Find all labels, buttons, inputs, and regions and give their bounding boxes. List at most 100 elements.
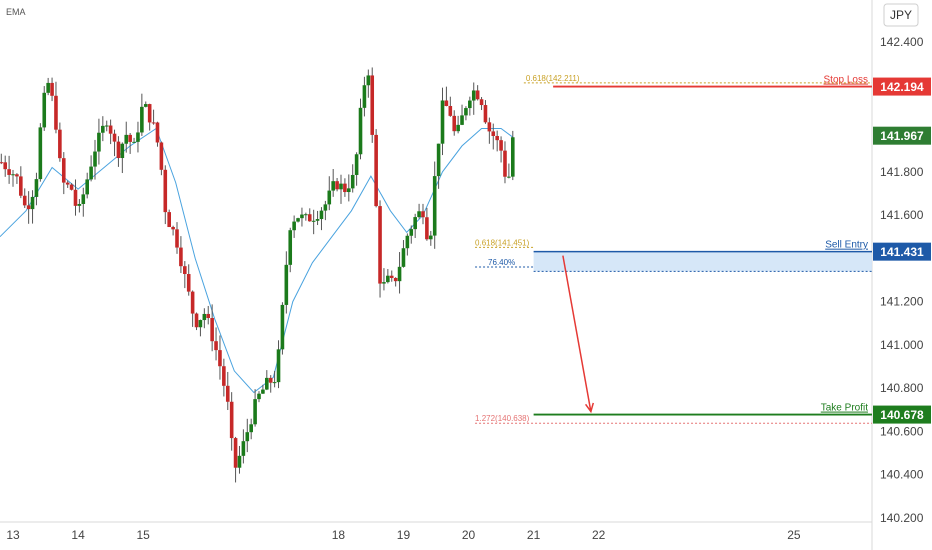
- sell-entry-label: Sell Entry: [825, 240, 868, 251]
- currency-button[interactable]: JPY: [883, 3, 919, 27]
- candle-body: [428, 235, 433, 240]
- candle-body: [354, 154, 359, 175]
- candle-body: [175, 229, 179, 248]
- candle-body: [401, 248, 406, 267]
- candle-body: [61, 158, 66, 183]
- last-price-badge-text: 141.967: [880, 129, 924, 143]
- candle-body: [42, 92, 47, 128]
- candle-body: [112, 133, 117, 142]
- candle-body: [405, 235, 410, 249]
- candle-body: [510, 137, 515, 177]
- candle-body: [116, 141, 121, 159]
- candle-body: [292, 221, 296, 231]
- candle-body: [358, 107, 363, 155]
- candle-body: [241, 441, 246, 456]
- sell-entry-price-badge-text: 141.431: [880, 245, 924, 259]
- candle-body: [421, 211, 425, 218]
- x-tick-label: 20: [462, 528, 476, 542]
- candle-body: [304, 214, 308, 216]
- fib-618-top-label: 0.618(142.211): [526, 74, 580, 83]
- x-tick-label: 18: [332, 528, 346, 542]
- candle-body: [432, 176, 437, 236]
- candle-body: [479, 99, 484, 106]
- candle-body: [77, 203, 82, 206]
- stop-loss-price-badge: [873, 77, 931, 96]
- stop-loss-price-badge-text: 142.194: [880, 80, 924, 94]
- candle-body: [132, 141, 136, 143]
- candle-body: [69, 184, 74, 190]
- trade-arrow-head: [584, 402, 595, 414]
- candle-body: [167, 212, 171, 228]
- indicator-label[interactable]: EMA: [6, 7, 26, 17]
- x-tick-label: 15: [136, 528, 150, 542]
- candle-body: [475, 90, 480, 100]
- y-tick-label: 140.200: [880, 511, 924, 525]
- candle-body: [22, 195, 27, 206]
- candle-body: [300, 214, 304, 219]
- candle-body: [315, 219, 320, 221]
- candle-body: [307, 214, 312, 222]
- candle-body: [483, 105, 488, 123]
- candle-body: [491, 131, 496, 136]
- candle-body: [440, 100, 445, 144]
- candle-body: [81, 194, 86, 204]
- x-tick-label: 13: [6, 528, 20, 542]
- candle-body: [237, 455, 242, 468]
- candle-body: [0, 162, 4, 164]
- candle-body: [206, 313, 211, 319]
- candle-body: [202, 313, 207, 321]
- candle-body: [347, 188, 351, 193]
- candle-body: [245, 432, 250, 442]
- candle-body: [155, 122, 160, 143]
- last-price-badge: [873, 126, 931, 145]
- candle-body: [159, 142, 164, 170]
- candle-body: [218, 350, 222, 367]
- y-tick-label: 140.400: [880, 468, 924, 482]
- candle-body: [151, 122, 156, 124]
- fib-618-entry-label: 0.618(141.451): [475, 238, 530, 247]
- candle-body: [257, 393, 261, 400]
- candle-body: [46, 82, 50, 93]
- candle-body: [495, 135, 499, 141]
- candle-body: [38, 127, 43, 180]
- candle-body: [487, 122, 492, 132]
- candle-body: [464, 108, 468, 116]
- candle-body: [147, 104, 152, 123]
- candle-body: [296, 218, 300, 222]
- fib-1272-label: 1.272(140.638): [475, 414, 530, 423]
- candle-body: [261, 389, 265, 394]
- candle-body: [58, 129, 62, 159]
- candle-body: [382, 282, 386, 284]
- candle-body: [143, 104, 148, 107]
- candle-body: [499, 140, 503, 151]
- candle-body: [339, 183, 343, 190]
- candle-body: [268, 377, 273, 383]
- candle-body: [417, 211, 421, 218]
- candle-body: [93, 151, 97, 167]
- candle-body: [452, 115, 457, 132]
- sell-entry-price-badge: [873, 242, 931, 261]
- candle-body: [54, 95, 58, 130]
- candle-body: [11, 174, 15, 176]
- candle-body: [210, 318, 214, 342]
- candle-body: [50, 82, 54, 96]
- candle-body: [124, 134, 129, 144]
- candle-body: [179, 247, 183, 267]
- candle-body: [7, 169, 11, 175]
- candle-body: [194, 313, 199, 328]
- candle-body: [97, 132, 101, 152]
- x-tick-label: 25: [787, 528, 801, 542]
- candle-body: [386, 275, 390, 283]
- candle-body: [272, 382, 277, 384]
- candle-body: [362, 85, 367, 108]
- candle-body: [171, 227, 175, 230]
- candle-body: [233, 438, 238, 468]
- candle-body: [163, 169, 168, 213]
- x-tick-label: 22: [592, 528, 606, 542]
- candle-body: [284, 264, 289, 305]
- candle-body: [225, 385, 230, 402]
- candle-body: [436, 143, 441, 177]
- candle-body: [378, 206, 382, 284]
